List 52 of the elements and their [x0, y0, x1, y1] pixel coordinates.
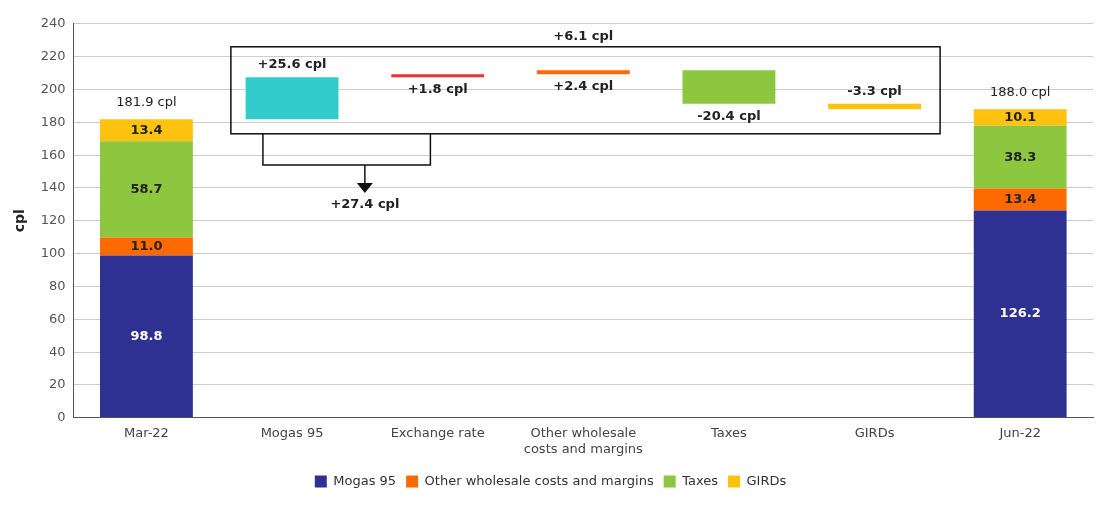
- y-tick-label: 200: [40, 80, 66, 96]
- data-label: 126.2: [999, 305, 1041, 321]
- y-tick-label: 0: [57, 409, 66, 425]
- data-label: 11.0: [130, 237, 163, 253]
- y-tick-label: 160: [40, 146, 66, 162]
- total-label: 181.9 cpl: [116, 94, 177, 110]
- x-tick-label: Mar-22: [123, 424, 169, 440]
- legend-label: Other wholesale costs and margins: [424, 472, 654, 488]
- bar: [100, 119, 193, 142]
- x-tick-label: Taxes: [710, 424, 748, 440]
- x-tick-label: GIRDs: [854, 424, 895, 440]
- y-tick-label: 240: [40, 15, 66, 31]
- total-label: 188.0 cpl: [990, 84, 1051, 100]
- data-label: 13.4: [1004, 191, 1037, 206]
- data-label: 10.1: [1004, 108, 1037, 124]
- data-label: -20.4 cpl: [697, 107, 761, 123]
- bar: [973, 125, 1067, 189]
- y-tick-label: 60: [49, 310, 66, 326]
- bar: [973, 210, 1067, 418]
- legend-label: Taxes: [681, 472, 719, 488]
- legend-label: Mogas 95: [333, 472, 397, 488]
- data-label: +25.6 cpl: [257, 56, 327, 72]
- data-label: 58.7: [130, 180, 163, 196]
- data-label: 98.8: [130, 327, 163, 343]
- bar: [391, 74, 485, 78]
- legend-label: GIRDs: [746, 472, 787, 488]
- bar: [973, 188, 1067, 211]
- bar: [100, 237, 193, 256]
- y-tick-label: 220: [40, 48, 66, 64]
- x-tick-label: Jun-22: [998, 424, 1041, 440]
- bar: [973, 109, 1067, 126]
- x-tick-label: Mogas 95: [260, 424, 324, 440]
- annotation: +6.1 cpl: [553, 27, 614, 43]
- data-label: -3.3 cpl: [847, 82, 902, 98]
- y-tick-label: 20: [49, 376, 66, 392]
- annotation: +27.4 cpl: [330, 196, 400, 212]
- y-tick-label: 140: [40, 179, 66, 195]
- y-tick-label: 100: [40, 245, 66, 261]
- data-label: 38.3: [1004, 148, 1037, 164]
- y-tick-label: 40: [49, 343, 66, 359]
- x-tick-label: Other wholesale costs and margins: [523, 424, 644, 456]
- data-label: +2.4 cpl: [553, 78, 614, 94]
- bar: [100, 141, 193, 238]
- data-label: +1.8 cpl: [407, 81, 468, 97]
- y-tick-label: 120: [40, 212, 66, 228]
- y-tick-label: 180: [40, 113, 66, 129]
- x-tick-label: Exchange rate: [390, 424, 485, 440]
- y-tick-label: 80: [49, 277, 66, 293]
- data-label: 13.4: [130, 121, 163, 137]
- bar: [245, 77, 339, 120]
- bar: [100, 255, 193, 418]
- y-axis-title: cpl: [11, 209, 28, 233]
